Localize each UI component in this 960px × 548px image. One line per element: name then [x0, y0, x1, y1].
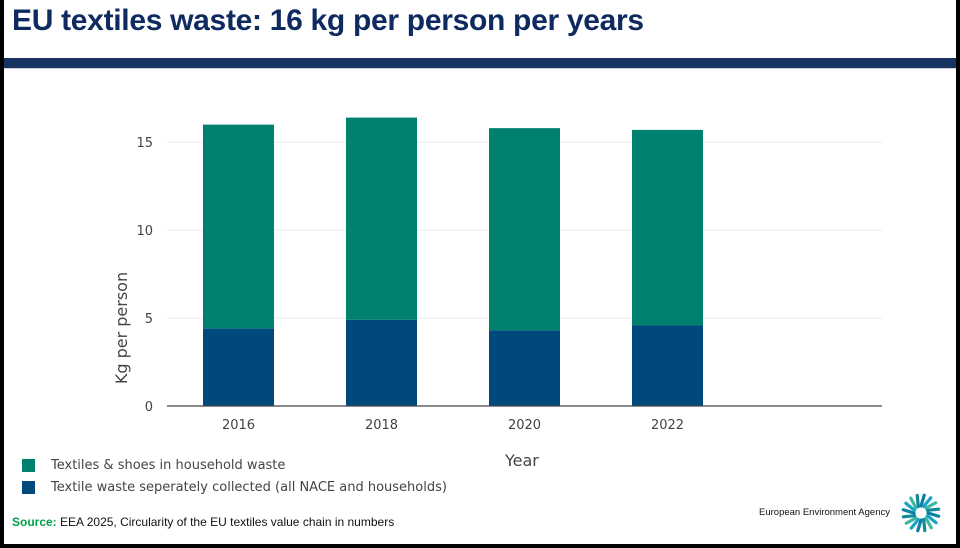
source-label: Source:: [12, 515, 57, 529]
y-tick-label: 0: [145, 400, 153, 415]
slide-title: EU textiles waste: 16 kg per person per …: [12, 4, 644, 37]
x-axis-label: Year: [505, 451, 539, 470]
y-axis-label: Kg per person: [112, 272, 131, 384]
eea-logo-icon: [901, 493, 941, 533]
legend-swatch-household: [22, 458, 35, 472]
chart-legend: Textiles & shoes in household waste Text…: [22, 454, 447, 498]
bar-collected-2020: [489, 330, 560, 406]
x-tick-label: 2020: [508, 418, 541, 430]
bar-household-2020: [489, 128, 560, 331]
tick-labels: 0 5 10 15 2016 2018 2020 2022: [136, 136, 684, 430]
agency-name: European Environment Agency: [759, 507, 890, 518]
source-text: EEA 2025, Circularity of the EU textiles…: [60, 515, 395, 529]
bar-collected-2016: [203, 328, 274, 406]
bar-collected-2018: [346, 319, 417, 406]
bar-household-2022: [632, 129, 703, 326]
bars: [203, 117, 703, 406]
title-divider: [4, 58, 956, 68]
legend-swatch-collected: [22, 480, 35, 494]
y-tick-label: 5: [145, 312, 153, 327]
legend-label-collected: Textile waste seperately collected (all …: [51, 479, 447, 495]
y-tick-label: 15: [136, 136, 153, 151]
x-tick-label: 2016: [222, 418, 255, 430]
x-tick-label: 2018: [365, 418, 398, 430]
bar-collected-2022: [632, 325, 703, 406]
title-divider-shadow: [4, 68, 956, 69]
x-tick-label: 2022: [651, 418, 684, 430]
legend-item-collected: Textile waste seperately collected (all …: [22, 476, 447, 498]
y-tick-label: 10: [136, 224, 153, 239]
legend-label-household: Textiles & shoes in household waste: [51, 457, 286, 473]
bar-household-2016: [203, 124, 274, 329]
legend-item-household: Textiles & shoes in household waste: [22, 454, 447, 476]
bar-chart: 0 5 10 15 2016 2018 2020 2022 Kg per person: [112, 117, 882, 430]
bar-household-2018: [346, 117, 417, 320]
slide: EU textiles waste: 16 kg per person per …: [4, 0, 956, 544]
source-note: Source: EEA 2025, Circularity of the EU …: [12, 515, 394, 529]
